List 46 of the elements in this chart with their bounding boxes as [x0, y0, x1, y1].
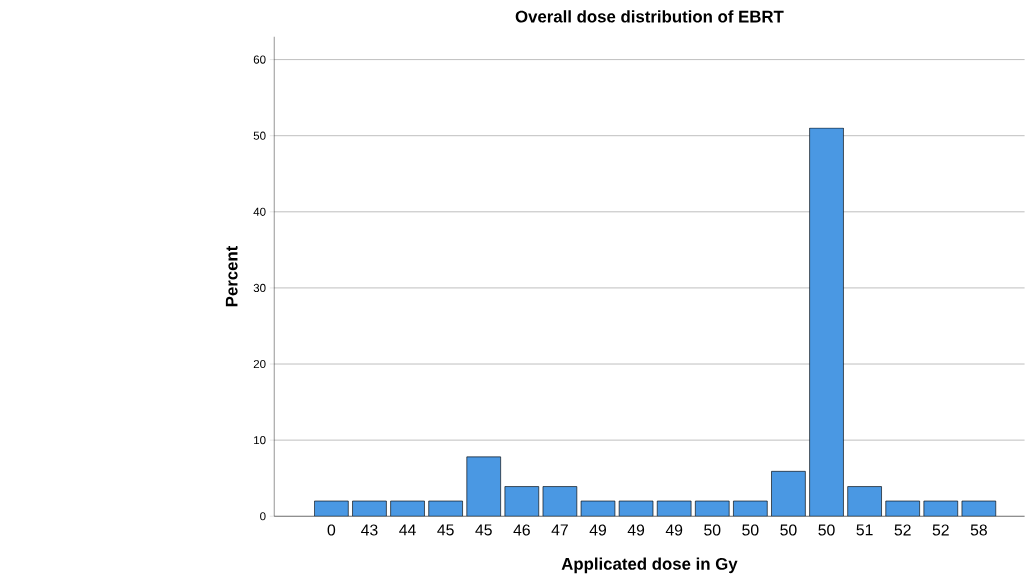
- x-tick-label: 44: [399, 524, 416, 536]
- y-tick-label: 20: [253, 359, 266, 369]
- bar: [542, 486, 578, 517]
- y-tick-label: 0: [260, 512, 266, 521]
- y-tick-label: 30: [253, 283, 266, 292]
- x-tick-label: 43: [361, 524, 378, 536]
- x-tick-label: 50: [780, 524, 797, 536]
- bar: [923, 500, 959, 517]
- x-tick-label: 49: [589, 524, 606, 536]
- x-tick-label: 46: [513, 524, 530, 536]
- y-tick-label: 60: [253, 55, 266, 64]
- x-tick-label: 52: [894, 524, 911, 536]
- bar: [733, 500, 768, 517]
- x-tick-label: 0: [327, 524, 336, 536]
- x-tick-label: 47: [551, 524, 568, 536]
- chart-title: Overall dose distribution of EBRT: [515, 10, 784, 23]
- bar: [314, 500, 349, 517]
- bar: [390, 500, 425, 517]
- bar: [695, 500, 730, 517]
- x-axis-title: Applicated dose in Gy: [561, 557, 738, 574]
- x-tick-label: 45: [475, 524, 492, 536]
- bar: [580, 500, 616, 517]
- bar: [809, 127, 844, 517]
- x-tick-label: 50: [818, 524, 835, 536]
- x-tick-label: 51: [856, 524, 873, 536]
- bar: [847, 486, 882, 517]
- bar: [961, 500, 997, 517]
- bar: [656, 500, 692, 517]
- x-tick-label: 45: [437, 524, 454, 536]
- y-tick-label: 10: [254, 435, 266, 445]
- bar: [428, 500, 463, 517]
- x-tick-label: 50: [742, 524, 759, 536]
- y-tick-label: 50: [253, 131, 266, 140]
- x-tick-label: 52: [932, 524, 949, 536]
- bar: [771, 470, 806, 517]
- bar: [466, 456, 501, 517]
- bar: [618, 500, 654, 517]
- x-tick-label: 49: [627, 524, 645, 536]
- bar: [504, 486, 540, 517]
- y-axis-title: Percent: [225, 245, 238, 307]
- bar: [885, 500, 920, 517]
- x-tick-label: 58: [970, 524, 987, 536]
- x-tick-label: 50: [704, 524, 721, 536]
- x-tick-label: 49: [665, 524, 683, 536]
- bar: [352, 500, 387, 517]
- y-tick-label: 40: [253, 207, 266, 216]
